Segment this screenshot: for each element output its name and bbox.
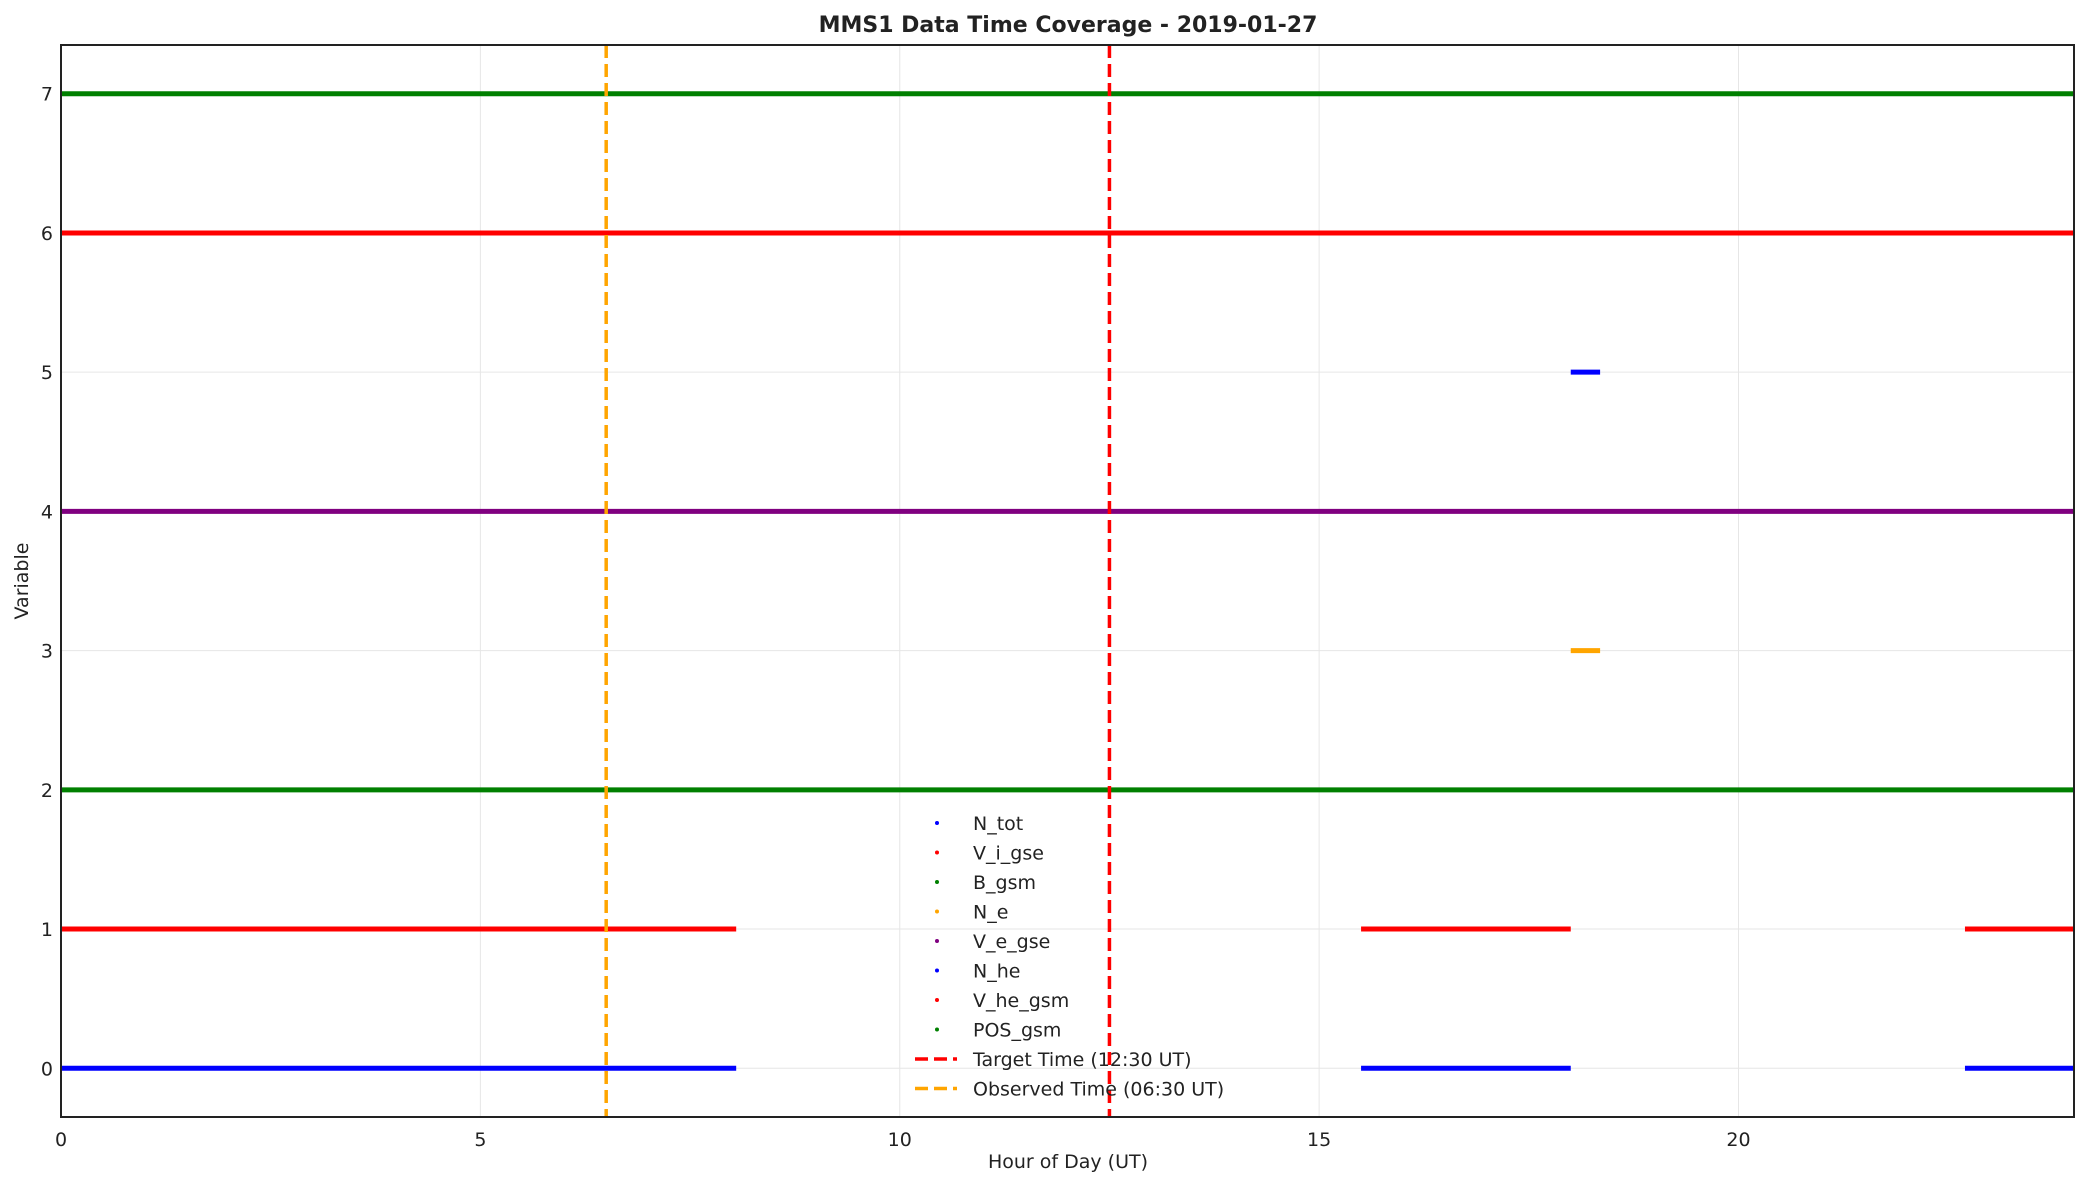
y-axis-ticks: 0 1 2 3 4 5 6 7 <box>41 84 53 1081</box>
y-tick-label: 6 <box>41 223 53 245</box>
legend-marker <box>935 968 939 973</box>
x-tick-label: 0 <box>55 1129 67 1151</box>
x-axis-title: Hour of Day (UT) <box>988 1151 1148 1173</box>
legend-marker <box>935 850 939 855</box>
legend-label: N_tot <box>973 813 1023 835</box>
x-axis-ticks: 0 5 10 15 20 <box>55 1129 1751 1151</box>
legend-marker <box>935 821 939 825</box>
legend-label: N_e <box>973 902 1008 924</box>
x-tick-label: 10 <box>888 1129 912 1151</box>
x-tick-label: 5 <box>474 1129 486 1151</box>
legend-label: V_he_gsm <box>973 990 1069 1012</box>
y-tick-label: 0 <box>41 1058 53 1080</box>
legend-marker <box>935 880 939 884</box>
legend-label: B_gsm <box>973 872 1036 894</box>
legend-marker <box>935 939 939 943</box>
legend: N_tot V_i_gse B_gsm N_e V_e_gse N_he V_he_gsm P… <box>915 813 1224 1101</box>
legend-label: V_e_gse <box>973 931 1050 953</box>
y-tick-label: 2 <box>41 780 53 802</box>
legend-label: Target Time (12:30 UT) <box>972 1049 1192 1071</box>
reference-lines <box>604 45 1112 1117</box>
legend-marker <box>935 1027 939 1032</box>
y-tick-label: 3 <box>41 641 53 663</box>
legend-label: Observed Time (06:30 UT) <box>973 1079 1224 1101</box>
y-tick-label: 7 <box>41 84 53 106</box>
y-axis-title: Variable <box>11 543 33 620</box>
legend-label: N_he <box>973 961 1020 983</box>
legend-label: POS_gsm <box>973 1020 1061 1042</box>
legend-marker <box>935 909 939 914</box>
x-tick-label: 20 <box>1726 1129 1750 1151</box>
chart-title: MMS1 Data Time Coverage - 2019-01-27 <box>819 13 1318 38</box>
data-series <box>61 91 2074 1071</box>
y-tick-label: 5 <box>41 362 53 384</box>
legend-marker <box>935 998 939 1002</box>
plot-frame <box>60 44 2075 1118</box>
y-tick-label: 1 <box>41 919 53 941</box>
legend-label: V_i_gse <box>973 843 1044 865</box>
x-tick-label: 15 <box>1307 1129 1331 1151</box>
y-tick-label: 4 <box>41 501 53 523</box>
